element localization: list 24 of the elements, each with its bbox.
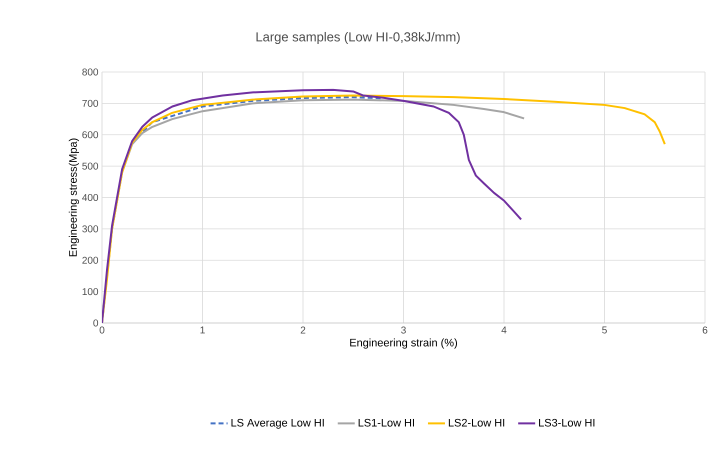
y-tick-label: 600	[82, 131, 98, 138]
legend-label: LS3-Low HI	[539, 418, 594, 427]
y-tick-label: 300	[82, 225, 98, 232]
x-tick-label: 5	[602, 326, 607, 334]
x-tick-label: 2	[300, 326, 306, 334]
y-tick-label: 800	[82, 68, 98, 76]
x-tick-label: 4	[501, 326, 506, 334]
legend-label: LS1-Low HI	[358, 418, 414, 427]
y-tick-label: 500	[82, 162, 98, 170]
y-tick-label: 0	[93, 319, 98, 327]
x-tick-label: 3	[401, 326, 406, 334]
legend-label: LS2-Low HI	[448, 418, 504, 427]
chart-title: Large samples (Low HI-0,38kJ/mm)	[256, 32, 460, 44]
y-tick-label: 400	[82, 194, 98, 202]
x-tick-label: 6	[702, 326, 708, 334]
y-tick-label: 200	[82, 256, 98, 264]
x-axis-title: Engineering strain (%)	[350, 338, 458, 349]
line-series	[102, 94, 666, 323]
legend-label: LS Average Low HI	[231, 418, 324, 429]
y-tick-label: 700	[82, 100, 98, 107]
y-axis-title: Engineering stress(Mpa)	[68, 138, 79, 256]
y-tick-label: 100	[82, 288, 98, 296]
x-tick-label: 0	[100, 326, 104, 334]
x-tick-label: 1	[200, 326, 205, 334]
